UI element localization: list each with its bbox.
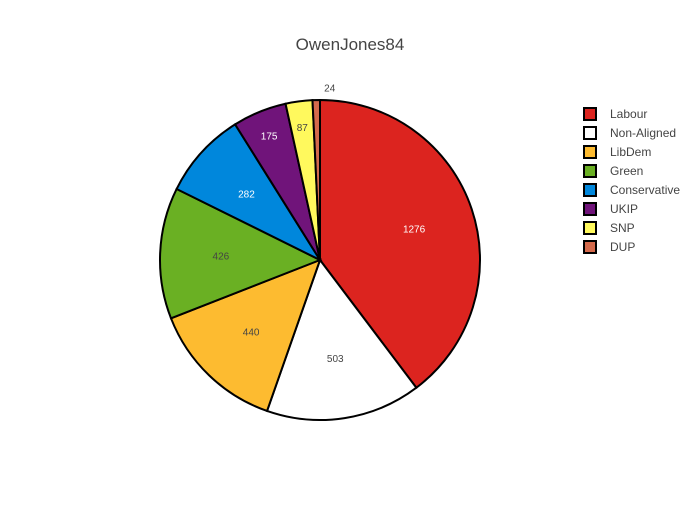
legend-label-conservative[interactable]: Conservative [610,183,680,197]
legend-label-libdem[interactable]: LibDem [610,145,651,159]
pie-labels: 1276 503 440 426 282 175 87 24 [213,83,426,365]
legend-swatch-ukip[interactable] [583,202,597,216]
slice-value-label-libdem: 440 [243,327,260,338]
legend-label-labour[interactable]: Labour [610,107,647,121]
slice-value-label-non-aligned: 503 [327,354,344,365]
legend-label-ukip[interactable]: UKIP [610,202,638,216]
slice-value-label-snp: 87 [297,123,309,134]
legend-label-green[interactable]: Green [610,164,643,178]
pie-slice-conservative [175,123,323,263]
slice-value-label-ukip: 175 [261,132,278,143]
pie-slice-green [159,187,323,320]
legend-swatch-green[interactable] [583,164,597,178]
legend-label-non-aligned[interactable]: Non-Aligned [610,126,676,140]
pie-slice-labour [319,98,481,390]
legend-label-snp[interactable]: SNP [610,221,635,235]
chart-title: OwenJones84 [296,35,405,54]
legend-swatch-snp[interactable] [583,221,597,235]
slice-value-label-labour: 1276 [403,224,426,235]
legend-swatch-dup[interactable] [583,240,597,254]
legend-swatch-conservative[interactable] [583,183,597,197]
pie-slice-dup [311,98,321,261]
legend-swatch-libdem[interactable] [583,145,597,159]
legend-label-dup[interactable]: DUP [610,240,635,254]
legend: Labour Non-Aligned LibDem Green Conservative… [583,107,680,254]
legend-swatch-non-aligned[interactable] [583,126,597,140]
slice-value-label-dup: 24 [324,83,336,94]
pie-slice-non-aligned [265,257,418,421]
slice-value-label-conservative: 282 [238,189,255,200]
legend-swatch-labour[interactable] [583,107,597,121]
pie-slice-libdem [169,258,322,413]
slice-value-label-green: 426 [213,252,230,263]
pie-slices [159,98,481,421]
